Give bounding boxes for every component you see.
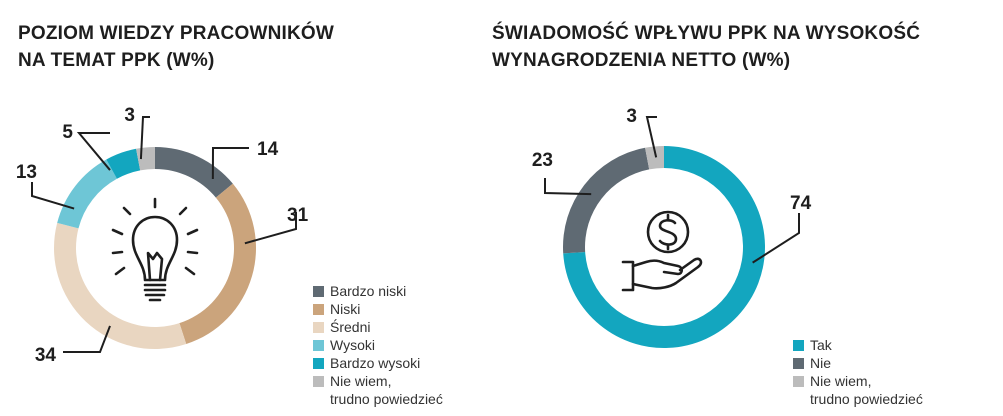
legend-label-line2: trudno powiedzieć <box>330 391 443 407</box>
legend-label: Bardzo niski <box>330 283 407 299</box>
legend-label: Tak <box>810 337 832 353</box>
legend-swatch <box>313 322 324 333</box>
legend-knowledge: Bardzo niski Niski Średni Wysoki Bardzo … <box>313 282 443 408</box>
donut-slice <box>106 148 141 179</box>
dollar-hand-icon <box>621 210 703 292</box>
legend-label: Bardzo wysoki <box>330 355 421 371</box>
leader-lines-awareness <box>544 116 800 264</box>
legend-label: Nie wiem, <box>810 373 872 389</box>
legend-item: Nie wiem, trudno powiedzieć <box>313 372 443 408</box>
data-label: 74 <box>790 193 812 214</box>
legend-label: Średni <box>330 319 371 335</box>
data-label: 34 <box>35 345 57 366</box>
donut-slice <box>54 222 187 349</box>
donut-chart-awareness <box>563 146 765 348</box>
donut-slice <box>645 146 664 170</box>
legend-label: Wysoki <box>330 337 375 353</box>
data-label: 13 <box>16 162 37 183</box>
legend-label: Niski <box>330 301 361 317</box>
data-labels-knowledge: 14 31 34 13 5 3 <box>16 105 309 366</box>
legend-swatch <box>313 304 324 315</box>
data-labels-awareness: 74 23 3 <box>532 106 812 214</box>
data-label: 5 <box>62 122 73 143</box>
leader-line <box>244 212 297 245</box>
donut-slice <box>155 147 233 198</box>
donut-slice <box>57 159 117 229</box>
legend-item: Bardzo niski <box>313 282 443 300</box>
data-label: 31 <box>287 205 309 226</box>
donut-chart-knowledge <box>54 147 256 349</box>
legend-item: Wysoki <box>313 336 443 354</box>
legend-label: Nie <box>810 355 832 371</box>
legend-label-line2: trudno powiedzieć <box>810 391 923 407</box>
legend-item: Bardzo wysoki <box>313 354 443 372</box>
legend-swatch <box>313 358 324 369</box>
leader-line <box>752 213 800 264</box>
leader-line <box>76 132 111 171</box>
title-line: ŚWIADOMOŚĆ WPŁYWU PPK NA WYSOKOŚĆ <box>492 23 921 44</box>
donut-slice <box>179 183 256 345</box>
title-line: POZIOM WIEDZY PRACOWNIKÓW <box>18 23 335 44</box>
legend-swatch <box>313 286 324 297</box>
legend-swatch <box>313 376 324 387</box>
legend-swatch <box>313 340 324 351</box>
data-label: 14 <box>257 139 279 160</box>
legend-item: Nie wiem, trudno powiedzieć <box>793 372 923 408</box>
legend-item: Tak <box>793 336 923 354</box>
legend-item: Średni <box>313 318 443 336</box>
chart-title-awareness: ŚWIADOMOŚĆ WPŁYWU PPK NA WYSOKOŚĆ WYNAGR… <box>492 20 920 74</box>
legend-awareness: Tak Nie Nie wiem, trudno powiedzieć <box>793 336 923 408</box>
leader-line <box>139 116 150 160</box>
leader-lines-knowledge <box>31 116 297 353</box>
data-label: 23 <box>532 150 553 171</box>
legend-swatch <box>793 340 804 351</box>
title-line: WYNAGRODZENIA NETTO (W%) <box>492 50 791 71</box>
donut-slice <box>563 147 650 254</box>
leader-line <box>211 147 249 180</box>
lightbulb-icon <box>111 197 199 302</box>
legend-item: Nie <box>793 354 923 372</box>
data-label: 3 <box>626 106 637 127</box>
data-label: 3 <box>124 105 135 126</box>
leader-line <box>645 116 658 158</box>
legend-item: Niski <box>313 300 443 318</box>
legend-label: Nie wiem, <box>330 373 392 389</box>
legend-swatch <box>793 358 804 369</box>
leader-line <box>31 182 75 210</box>
chart-title-knowledge: POZIOM WIEDZY PRACOWNIKÓW NA TEMAT PPK (… <box>18 20 334 74</box>
legend-swatch <box>793 376 804 387</box>
leader-line <box>544 178 592 196</box>
title-line: NA TEMAT PPK (W%) <box>18 50 215 71</box>
leader-line <box>63 325 111 353</box>
